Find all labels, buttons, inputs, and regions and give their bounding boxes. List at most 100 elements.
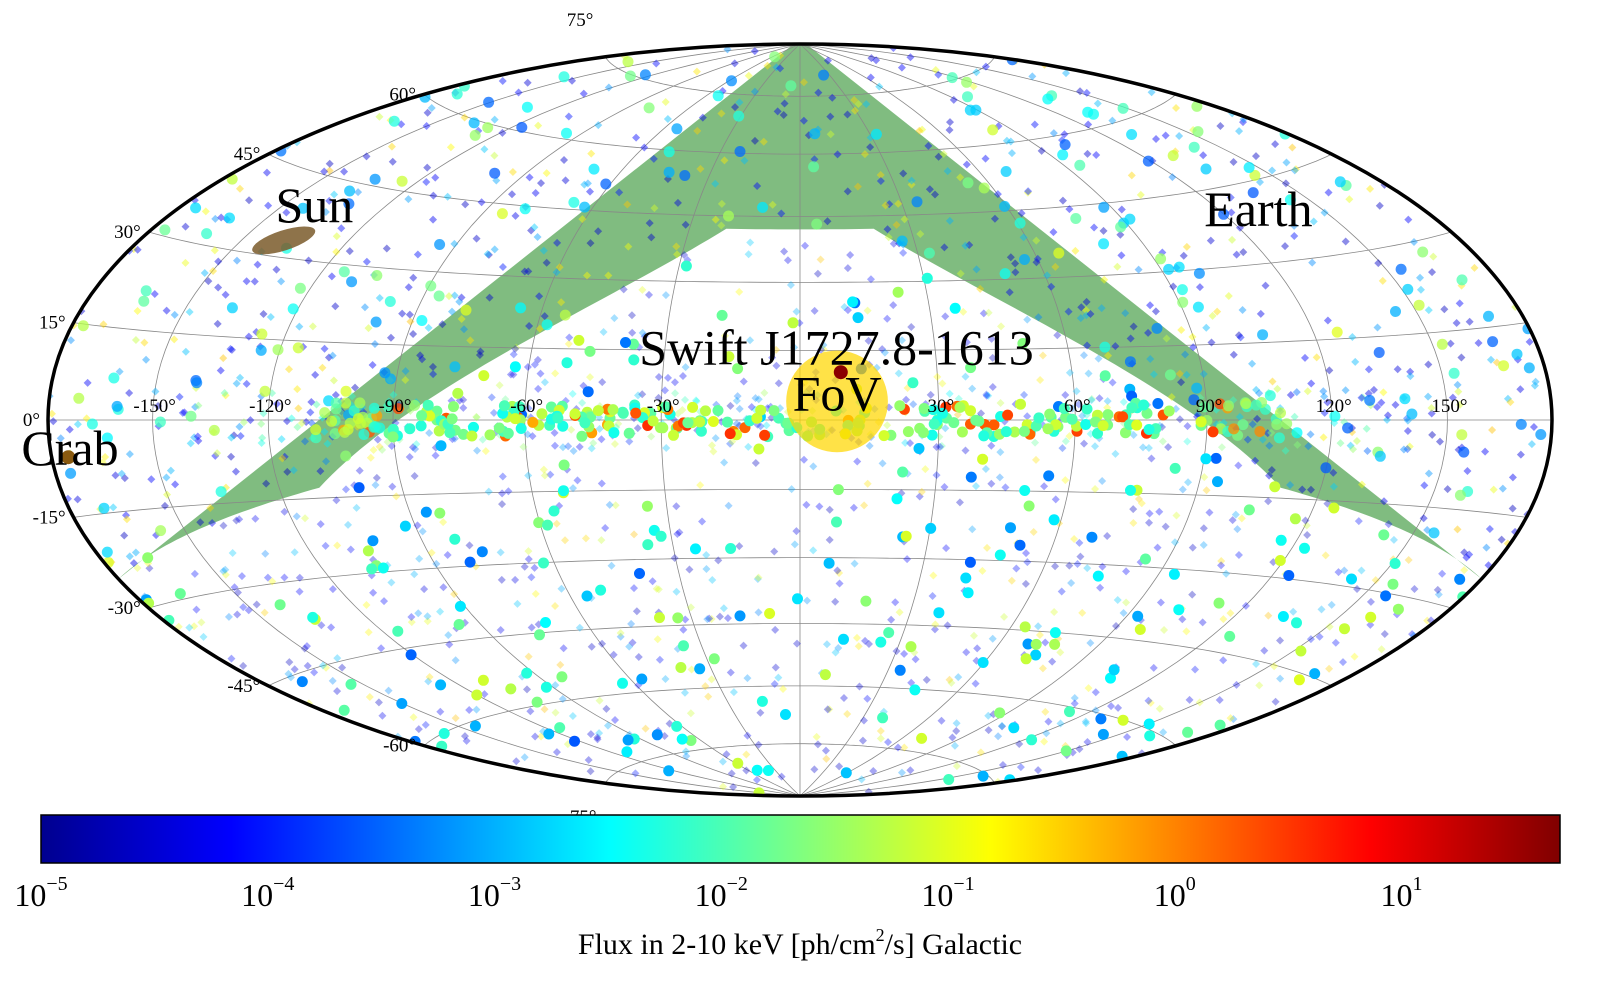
source-marker <box>466 336 475 345</box>
source-marker <box>672 502 681 511</box>
source-marker <box>321 207 330 216</box>
source-marker <box>885 200 894 209</box>
source-marker <box>1456 400 1465 409</box>
source-marker <box>781 90 790 99</box>
source-marker <box>640 332 649 341</box>
source-marker <box>257 439 266 448</box>
source-marker <box>881 201 890 210</box>
source-marker <box>1056 648 1065 657</box>
source-marker <box>573 476 582 485</box>
source-marker <box>661 386 670 395</box>
source-marker <box>1002 136 1011 145</box>
source-marker <box>519 442 528 451</box>
source-marker <box>1416 285 1425 294</box>
source-marker <box>487 393 496 402</box>
source-point <box>1454 573 1466 585</box>
source-marker <box>338 663 347 672</box>
source-marker <box>181 347 190 356</box>
source-marker <box>150 290 159 299</box>
source-marker <box>773 107 782 116</box>
source-marker <box>815 502 824 511</box>
latitude-tick: 30° <box>114 222 141 243</box>
source-marker <box>1134 265 1143 274</box>
source-marker <box>640 143 649 152</box>
source-marker <box>480 145 489 154</box>
source-point <box>383 401 394 413</box>
source-marker <box>597 435 606 444</box>
source-point <box>434 239 446 250</box>
source-marker <box>586 767 595 776</box>
source-marker <box>878 345 887 354</box>
source-marker <box>1448 393 1457 402</box>
source-marker <box>982 391 991 400</box>
source-marker <box>1075 744 1084 753</box>
source-marker <box>217 213 226 222</box>
source-marker <box>900 649 909 658</box>
source-marker <box>1321 551 1330 560</box>
latitude-tick: -15° <box>33 507 66 528</box>
source-marker <box>253 260 262 269</box>
source-point <box>345 678 357 690</box>
source-point <box>1099 370 1111 382</box>
source-marker <box>531 589 540 598</box>
source-marker <box>984 308 993 317</box>
source-marker <box>1147 88 1156 97</box>
source-marker <box>122 515 131 524</box>
source-marker <box>673 198 682 207</box>
source-marker <box>404 195 413 204</box>
source-marker <box>717 109 726 118</box>
source-marker <box>316 520 325 529</box>
source-point <box>215 486 227 498</box>
source-marker <box>883 314 892 323</box>
source-marker <box>227 452 236 461</box>
source-marker <box>364 628 373 637</box>
source-marker <box>771 625 780 634</box>
source-point <box>1274 555 1286 566</box>
source-marker <box>705 614 714 623</box>
source-point <box>1264 390 1276 402</box>
source-marker <box>325 196 334 205</box>
source-marker <box>810 306 819 315</box>
source-point <box>1257 329 1269 341</box>
source-point <box>907 377 919 389</box>
source-marker <box>1320 392 1329 401</box>
source-point <box>1213 597 1225 609</box>
grid-meridian <box>660 44 801 796</box>
source-marker <box>1234 331 1243 340</box>
source-marker <box>595 696 604 705</box>
source-marker <box>1184 478 1193 487</box>
source-point <box>352 413 364 425</box>
source-point <box>642 539 654 551</box>
source-point <box>174 588 186 600</box>
source-marker <box>527 573 536 582</box>
source-marker <box>876 177 885 186</box>
source-point <box>808 161 820 173</box>
source-marker <box>616 629 625 638</box>
source-marker <box>537 179 546 188</box>
source-marker <box>1126 334 1135 343</box>
source-point <box>521 101 533 113</box>
source-marker <box>1235 412 1244 421</box>
source-point <box>937 407 948 419</box>
source-marker <box>1443 485 1452 494</box>
source-point <box>509 413 521 425</box>
source-marker <box>427 548 436 557</box>
source-marker <box>1121 309 1130 318</box>
source-marker <box>567 425 576 434</box>
source-marker <box>1229 158 1238 167</box>
source-marker <box>1419 514 1428 523</box>
source-point <box>1456 429 1468 441</box>
source-marker <box>630 584 639 593</box>
source-marker <box>1348 333 1357 342</box>
source-marker <box>1090 442 1099 451</box>
source-marker <box>1099 226 1108 235</box>
source-marker <box>450 291 459 300</box>
source-point <box>1155 253 1167 265</box>
source-marker <box>235 515 244 524</box>
source-marker <box>1233 525 1242 534</box>
source-marker <box>259 309 268 318</box>
source-marker <box>709 447 718 456</box>
source-point <box>515 302 527 314</box>
source-marker <box>552 748 561 757</box>
